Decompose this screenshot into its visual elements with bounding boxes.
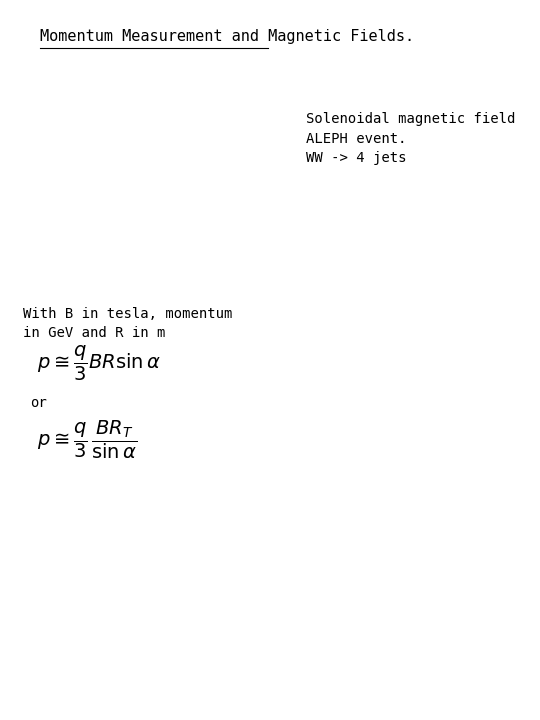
Text: With B in tesla, momentum
in GeV and R in m: With B in tesla, momentum in GeV and R i… — [23, 307, 233, 340]
Text: $p \cong \dfrac{q}{3} BR\sin\alpha$: $p \cong \dfrac{q}{3} BR\sin\alpha$ — [37, 344, 161, 383]
Text: Momentum Measurement and Magnetic Fields.: Momentum Measurement and Magnetic Fields… — [40, 29, 414, 44]
Text: $p \cong \dfrac{q}{3}\,\dfrac{BR_T}{\sin\alpha}$: $p \cong \dfrac{q}{3}\,\dfrac{BR_T}{\sin… — [37, 418, 138, 461]
Text: Solenoidal magnetic field
ALEPH event.
WW -> 4 jets: Solenoidal magnetic field ALEPH event. W… — [306, 112, 515, 166]
Text: or: or — [30, 396, 47, 410]
